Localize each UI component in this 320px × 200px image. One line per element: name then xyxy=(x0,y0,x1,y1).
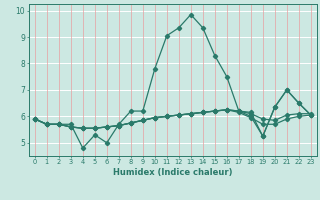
X-axis label: Humidex (Indice chaleur): Humidex (Indice chaleur) xyxy=(113,168,233,177)
